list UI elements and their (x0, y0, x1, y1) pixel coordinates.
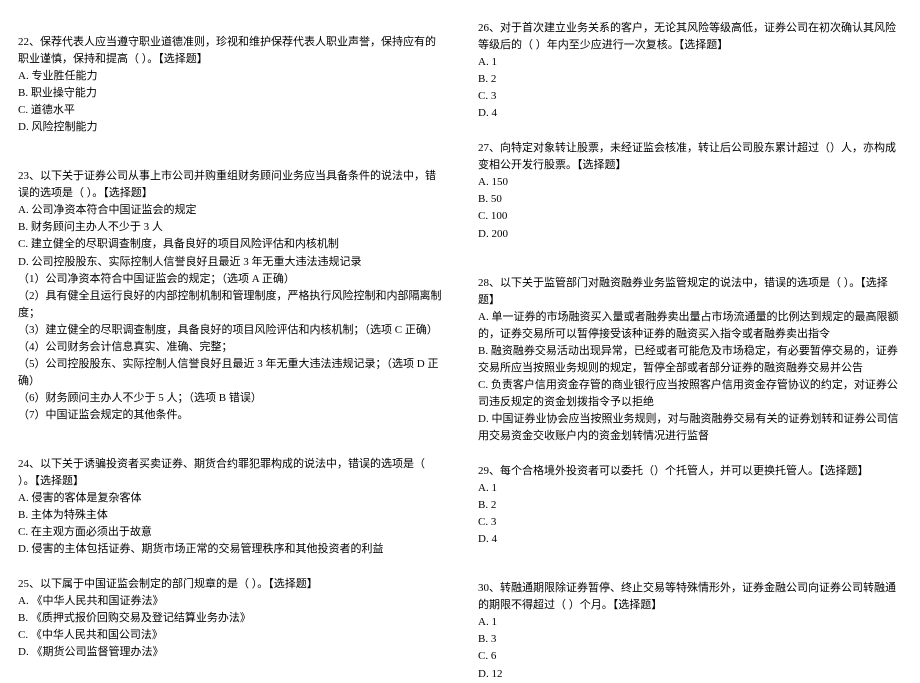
option-b: B. 职业操守能力 (18, 85, 442, 102)
question-stem: 26、对于首次建立业务关系的客户，无论其风险等级高低，证券公司在初次确认其风险等… (478, 20, 902, 54)
option-a: A. 1 (478, 614, 902, 631)
note-2: （2）具有健全且运行良好的内部控制机制和管理制度，严格执行风险控制和内部隔离制度… (18, 288, 442, 322)
question-stem: 29、每个合格境外投资者可以委托（）个托管人，并可以更换托管人。【选择题】 (478, 463, 902, 480)
option-a: A. 150 (478, 174, 902, 191)
option-c: C. 100 (478, 208, 902, 225)
option-d: D. 12 (478, 666, 902, 683)
option-b: B. 50 (478, 191, 902, 208)
option-a: A. 公司净资本符合中国证监会的规定 (18, 202, 442, 219)
option-a: A. 专业胜任能力 (18, 68, 442, 85)
option-a: A. 1 (478, 480, 902, 497)
option-c: C. 3 (478, 514, 902, 531)
option-c: C. 《中华人民共和国公司法》 (18, 627, 442, 644)
question-stem: 25、以下属于中国证监会制定的部门规章的是（ ）。【选择题】 (18, 576, 442, 593)
question-stem: 22、保荐代表人应当遵守职业道德准则，珍视和维护保荐代表人职业声誉，保持应有的职… (18, 34, 442, 68)
note-5: （5）公司控股股东、实际控制人信誉良好且最近 3 年无重大违法违规记录；（选项 … (18, 356, 442, 390)
option-d: D. 公司控股股东、实际控制人信誉良好且最近 3 年无重大违法违规记录 (18, 254, 442, 271)
option-d: D. 风险控制能力 (18, 119, 442, 136)
option-d: D. 侵害的主体包括证券、期货市场正常的交易管理秩序和其他投资者的利益 (18, 541, 442, 558)
option-c: C. 道德水平 (18, 102, 442, 119)
question-30: 30、转融通期限除证券暂停、终止交易等特殊情形外，证券金融公司向证券公司转融通的… (478, 580, 902, 682)
question-25: 25、以下属于中国证监会制定的部门规章的是（ ）。【选择题】 A. 《中华人民共… (18, 576, 442, 661)
option-b: B. 2 (478, 497, 902, 514)
question-26: 26、对于首次建立业务关系的客户，无论其风险等级高低，证券公司在初次确认其风险等… (478, 20, 902, 122)
option-c: C. 建立健全的尽职调查制度，具备良好的项目风险评估和内核机制 (18, 236, 442, 253)
option-c: C. 负责客户信用资金存管的商业银行应当按照客户信用资金存管协议的约定，对证券公… (478, 377, 902, 411)
option-b: B. 财务顾问主办人不少于 3 人 (18, 219, 442, 236)
note-3: （3）建立健全的尽职调查制度，具备良好的项目风险评估和内核机制；（选项 C 正确… (18, 322, 442, 339)
option-d: D. 4 (478, 105, 902, 122)
option-d: D. 4 (478, 531, 902, 548)
note-6: （6）财务顾问主办人不少于 5 人；（选项 B 错误） (18, 390, 442, 407)
note-1: （1）公司净资本符合中国证监会的规定；（选项 A 正确） (18, 271, 442, 288)
question-23: 23、以下关于证券公司从事上市公司并购重组财务顾问业务应当具备条件的说法中，错误… (18, 168, 442, 424)
option-d: D. 中国证券业协会应当按照业务规则，对与融资融券交易有关的证券划转和证券公司信… (478, 411, 902, 445)
note-7: （7）中国证监会规定的其他条件。 (18, 407, 442, 424)
question-24: 24、以下关于诱骗投资者买卖证券、期货合约罪犯罪构成的说法中，错误的选项是（ ）… (18, 456, 442, 558)
question-28: 28、以下关于监管部门对融资融券业务监管规定的说法中，错误的选项是（ ）。【选择… (478, 275, 902, 445)
question-29: 29、每个合格境外投资者可以委托（）个托管人，并可以更换托管人。【选择题】 A.… (478, 463, 902, 548)
option-a: A. 1 (478, 54, 902, 71)
right-column: 26、对于首次建立业务关系的客户，无论其风险等级高低，证券公司在初次确认其风险等… (460, 0, 920, 651)
option-b: B. 《质押式报价回购交易及登记结算业务办法》 (18, 610, 442, 627)
option-a: A. 侵害的客体是复杂客体 (18, 490, 442, 507)
left-column: 22、保荐代表人应当遵守职业道德准则，珍视和维护保荐代表人职业声誉，保持应有的职… (0, 0, 460, 651)
option-c: C. 在主观方面必须出于故意 (18, 524, 442, 541)
question-stem: 28、以下关于监管部门对融资融券业务监管规定的说法中，错误的选项是（ ）。【选择… (478, 275, 902, 309)
question-stem: 30、转融通期限除证券暂停、终止交易等特殊情形外，证券金融公司向证券公司转融通的… (478, 580, 902, 614)
option-b: B. 主体为特殊主体 (18, 507, 442, 524)
option-d: D. 《期货公司监督管理办法》 (18, 644, 442, 661)
option-b: B. 融资融券交易活动出现异常，已经或者可能危及市场稳定，有必要暂停交易的，证券… (478, 343, 902, 377)
question-stem: 27、向特定对象转让股票，未经证监会核准，转让后公司股东累计超过（）人，亦构成变… (478, 140, 902, 174)
question-22: 22、保荐代表人应当遵守职业道德准则，珍视和维护保荐代表人职业声誉，保持应有的职… (18, 34, 442, 136)
option-b: B. 2 (478, 71, 902, 88)
question-stem: 23、以下关于证券公司从事上市公司并购重组财务顾问业务应当具备条件的说法中，错误… (18, 168, 442, 202)
option-d: D. 200 (478, 226, 902, 243)
question-27: 27、向特定对象转让股票，未经证监会核准，转让后公司股东累计超过（）人，亦构成变… (478, 140, 902, 242)
option-a: A. 《中华人民共和国证券法》 (18, 593, 442, 610)
note-4: （4）公司财务会计信息真实、准确、完整； (18, 339, 442, 356)
option-b: B. 3 (478, 631, 902, 648)
question-stem: 24、以下关于诱骗投资者买卖证券、期货合约罪犯罪构成的说法中，错误的选项是（ ）… (18, 456, 442, 490)
option-a: A. 单一证券的市场融资买入量或者融券卖出量占市场流通量的比例达到规定的最高限额… (478, 309, 902, 343)
option-c: C. 6 (478, 648, 902, 665)
document-page: 22、保荐代表人应当遵守职业道德准则，珍视和维护保荐代表人职业声誉，保持应有的职… (0, 0, 920, 651)
option-c: C. 3 (478, 88, 902, 105)
